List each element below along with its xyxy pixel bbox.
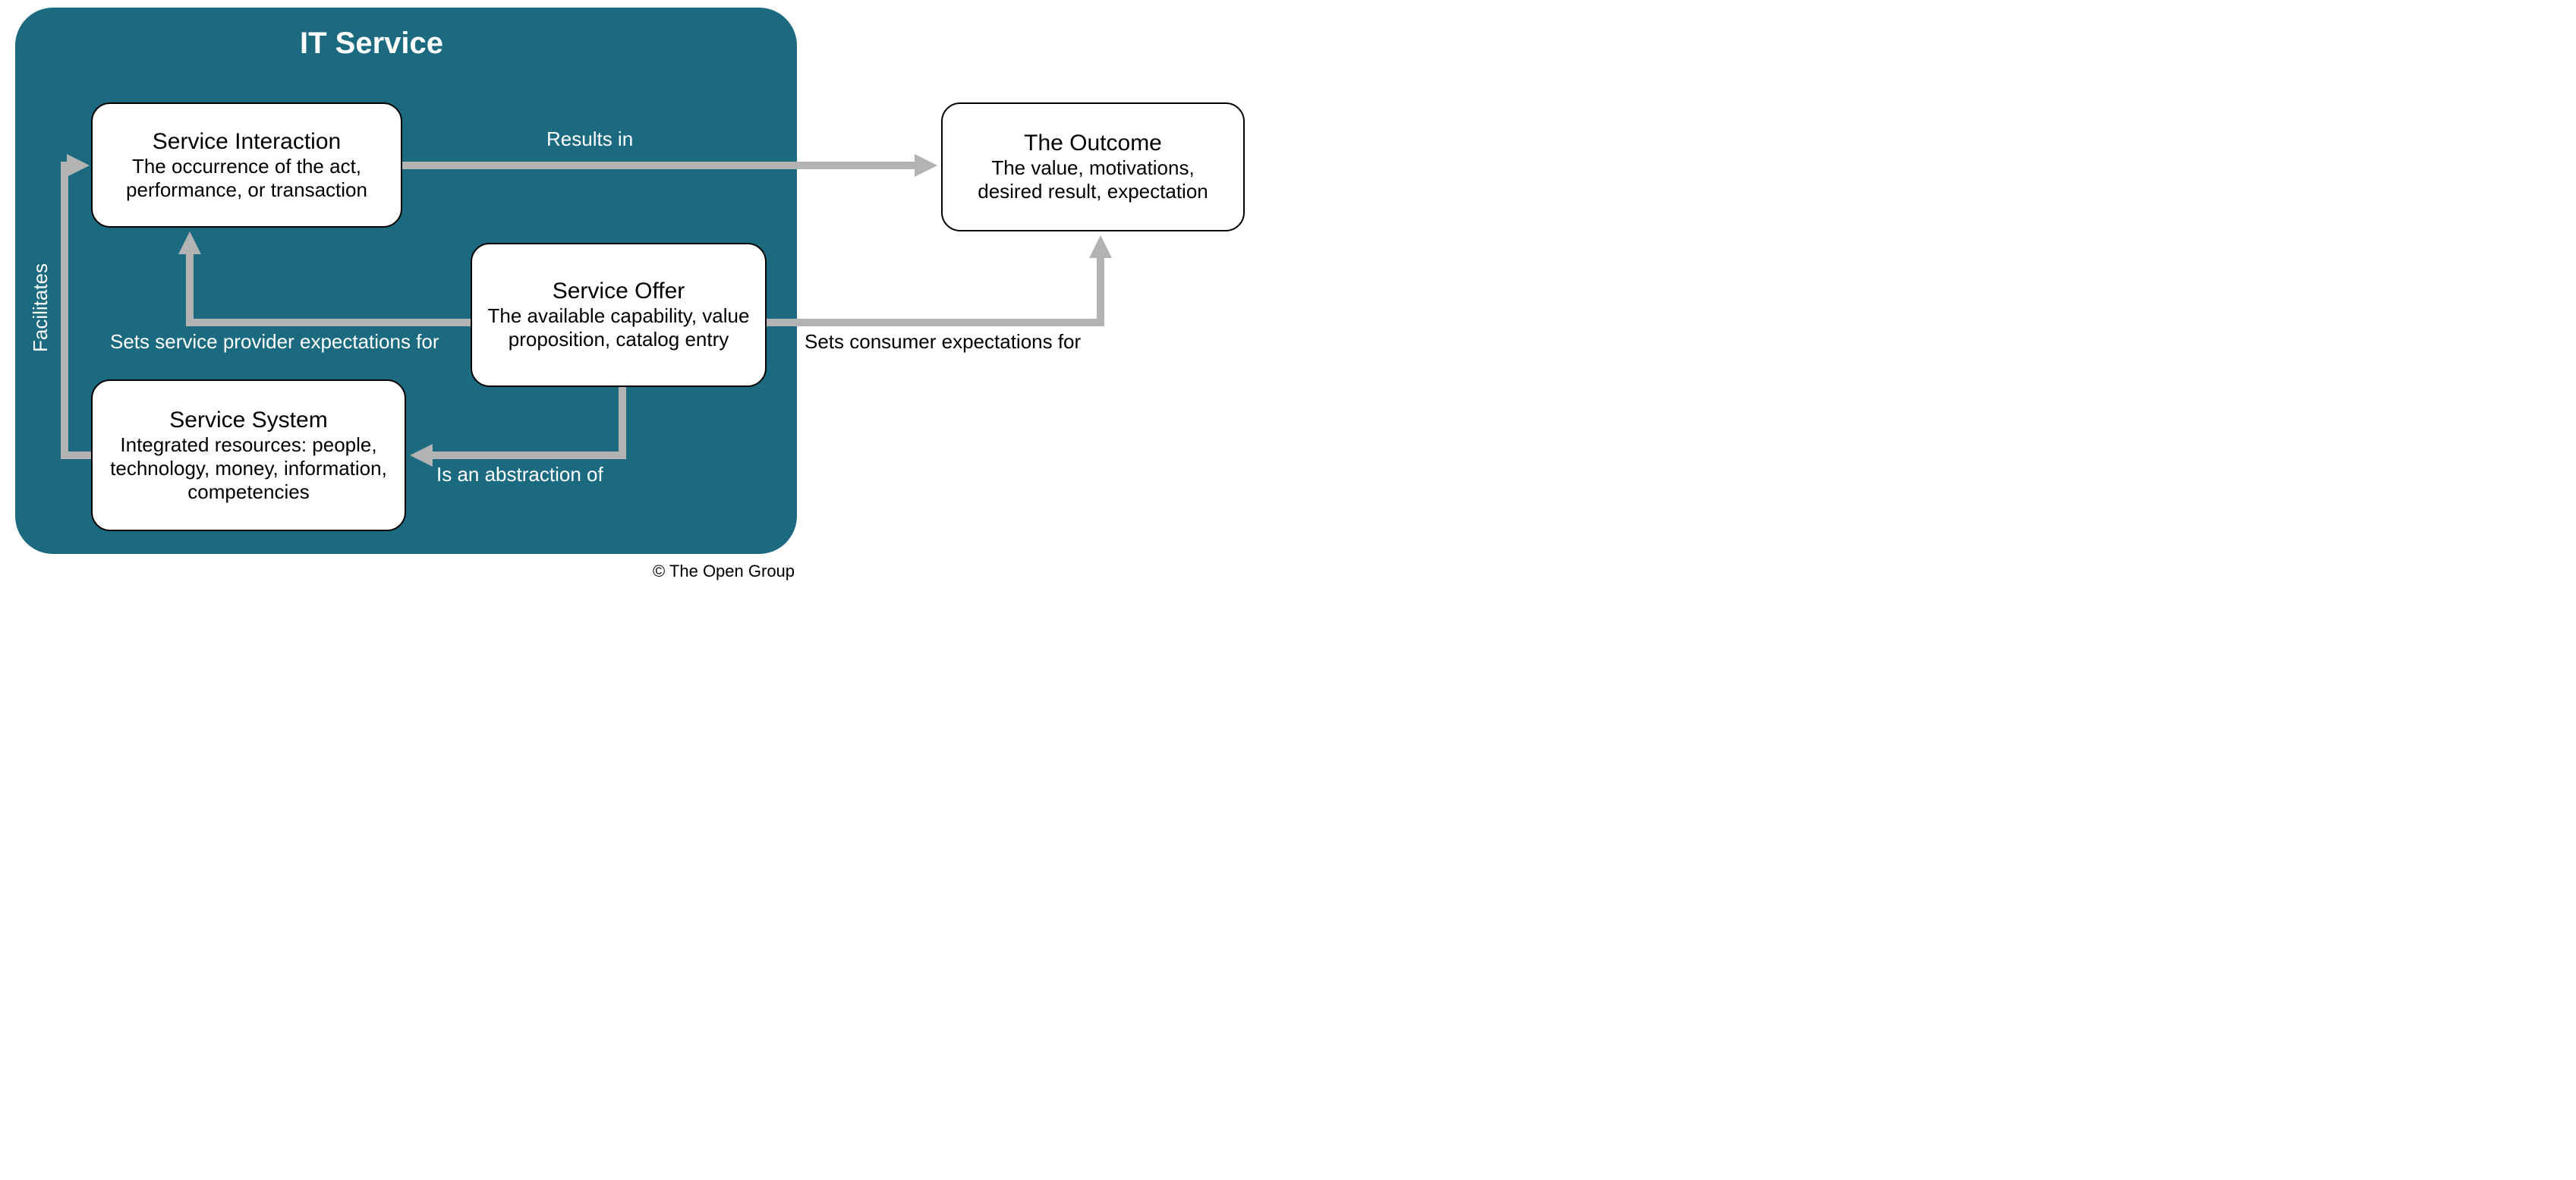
- edge-label-sets-consumer-expectations: Sets consumer expectations for: [805, 330, 1081, 354]
- edge-label-results-in: Results in: [546, 127, 633, 151]
- node-service-system: Service System Integrated resources: peo…: [91, 379, 406, 531]
- node-desc: The available capability, value proposit…: [487, 304, 750, 351]
- copyright-text: © The Open Group: [653, 562, 795, 581]
- node-title: Service Offer: [553, 278, 685, 304]
- node-title: Service Interaction: [153, 129, 341, 155]
- diagram-root: IT Service Service Interaction The occur…: [0, 0, 1288, 590]
- node-service-offer: Service Offer The available capability, …: [471, 243, 767, 387]
- node-desc: The occurrence of the act, performance, …: [108, 155, 386, 202]
- node-service-interaction: Service Interaction The occurrence of th…: [91, 102, 402, 228]
- container-title: IT Service: [300, 27, 443, 61]
- node-title: The Outcome: [1024, 131, 1162, 156]
- edge-label-facilitates: Facilitates: [29, 263, 52, 352]
- node-desc: Integrated resources: people, technology…: [108, 433, 389, 504]
- edge-label-is-abstraction-of: Is an abstraction of: [436, 463, 603, 486]
- node-the-outcome: The Outcome The value, motivations, desi…: [941, 102, 1245, 231]
- node-desc: The value, motivations, desired result, …: [958, 156, 1228, 203]
- node-title: Service System: [169, 407, 327, 433]
- edge-label-sets-provider-expectations: Sets service provider expectations for: [110, 330, 439, 354]
